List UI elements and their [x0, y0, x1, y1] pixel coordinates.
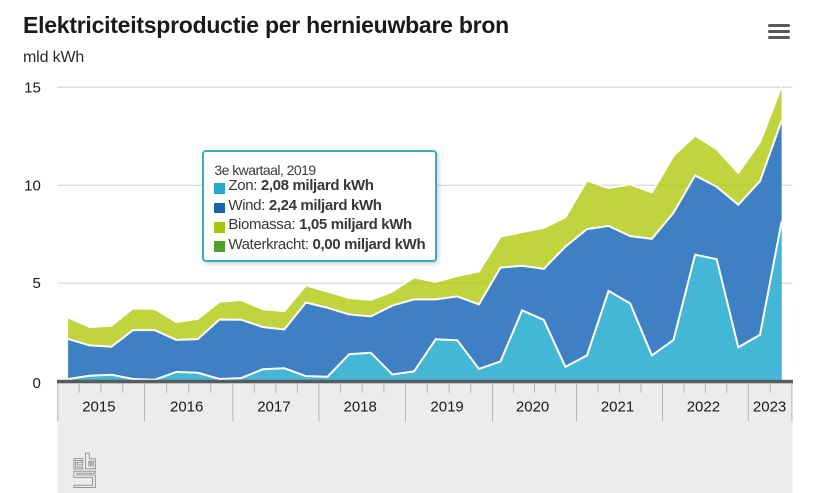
svg-text:2019: 2019: [430, 399, 463, 416]
svg-text:2023: 2023: [753, 399, 786, 416]
svg-text:10: 10: [24, 178, 41, 195]
svg-text:2020: 2020: [516, 399, 549, 416]
svg-text:0: 0: [32, 375, 40, 392]
svg-text:15: 15: [24, 80, 41, 97]
svg-text:2022: 2022: [687, 399, 720, 416]
svg-text:2021: 2021: [601, 399, 634, 416]
svg-text:2017: 2017: [257, 399, 290, 416]
svg-text:2018: 2018: [344, 399, 377, 416]
svg-text:2016: 2016: [170, 399, 203, 416]
svg-text:5: 5: [32, 275, 40, 292]
svg-text:2015: 2015: [82, 399, 115, 416]
